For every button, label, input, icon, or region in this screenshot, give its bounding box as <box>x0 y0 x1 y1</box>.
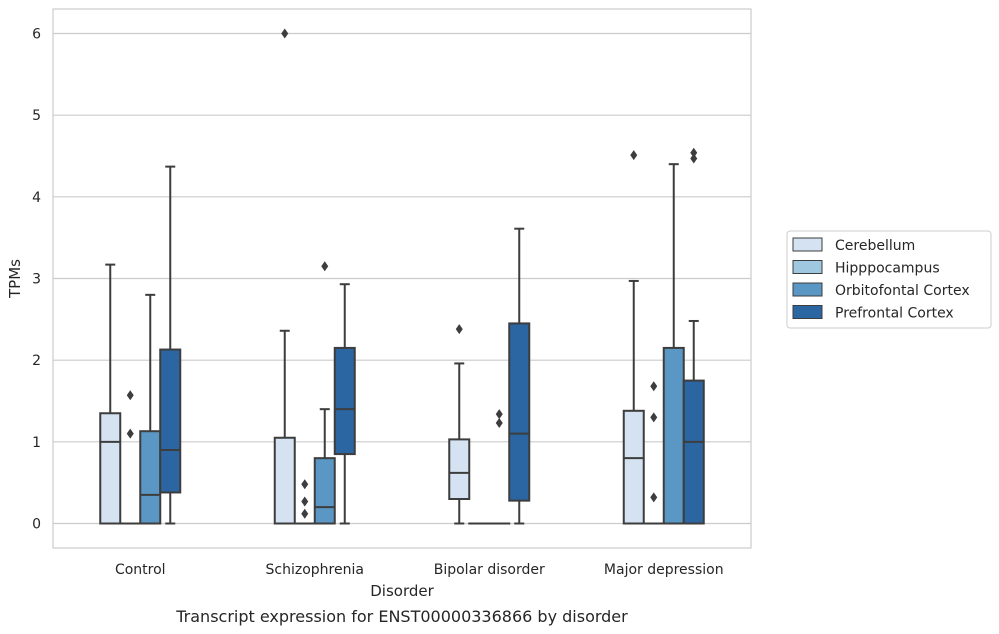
box-orbitofontal-cortex <box>139 293 162 525</box>
box-prefrontal-cortex <box>333 283 356 525</box>
legend-swatch <box>792 260 823 274</box>
outlier-point <box>455 324 463 335</box>
box-body <box>159 348 182 494</box>
box-prefrontal-cortex <box>508 227 531 525</box>
outlier-point <box>281 28 289 39</box>
y-tick-label: 1 <box>32 435 41 451</box>
box-prefrontal-cortex <box>682 147 705 525</box>
y-tick-label: 2 <box>32 353 41 369</box>
box-body <box>273 436 296 525</box>
y-tick-label: 5 <box>32 108 41 124</box>
box-body <box>662 346 685 525</box>
boxes <box>99 28 705 525</box>
legend-label: Cerebellum <box>835 238 915 254</box>
x-tick-label: Control <box>115 562 166 578</box>
box-body <box>139 430 162 525</box>
box-orbitofontal-cortex <box>313 261 336 525</box>
box-body <box>99 412 122 525</box>
chart-caption: Transcript expression for ENST0000033686… <box>175 607 628 626</box>
box-orbitofontal-cortex <box>488 409 511 525</box>
x-tick-labels: Control Schizophrenia Bipolar disorder Majo… <box>115 562 724 578</box>
x-axis-label: Disorder <box>370 582 434 600</box>
outlier-point <box>690 147 698 158</box>
outlier-point <box>650 381 658 392</box>
legend-label: Orbitofontal Cortex <box>835 283 970 299</box>
x-tick-label: Bipolar disorder <box>434 562 545 578</box>
box-body <box>622 409 645 525</box>
legend-item: Cerebellum <box>792 237 915 254</box>
outlier-point <box>321 261 329 272</box>
box-cerebellum <box>99 263 122 525</box>
box-hipppocampus <box>293 479 316 525</box>
box-orbitofontal-cortex <box>662 163 685 525</box>
y-tick-label: 6 <box>32 27 41 43</box>
box-cerebellum <box>448 324 471 525</box>
x-tick-label: Major depression <box>604 562 724 578</box>
box-body <box>682 379 705 525</box>
legend-item: Hipppocampus <box>792 260 940 277</box>
outlier-point <box>301 479 309 490</box>
outlier-point <box>126 428 134 439</box>
outlier-point <box>495 409 503 420</box>
legend-item: Prefrontal Cortex <box>792 305 954 322</box>
box-body <box>448 438 471 500</box>
box-body <box>333 346 356 456</box>
y-tick-label: 4 <box>32 190 41 206</box>
legend-frame <box>786 230 992 329</box>
outlier-point <box>650 412 658 423</box>
legend-label: Hipppocampus <box>835 261 940 277</box>
legend: Cerebellum Hipppocampus Orbitofontal Corte… <box>786 230 992 329</box>
outlier-point <box>650 492 658 503</box>
legend-swatch <box>792 237 823 252</box>
box-cerebellum <box>273 28 296 525</box>
legend-label: Prefrontal Cortex <box>835 306 954 322</box>
outlier-point <box>630 150 638 161</box>
outlier-point <box>301 496 309 507</box>
legend-swatch <box>792 282 823 297</box>
plot-frame <box>52 8 752 549</box>
legend-swatch <box>792 305 823 319</box>
outlier-point <box>126 390 134 401</box>
y-tick-label: 0 <box>32 517 41 533</box>
box-hipppocampus <box>642 381 665 525</box>
box-hipppocampus <box>119 390 142 525</box>
box-body <box>313 457 336 525</box>
box-prefrontal-cortex <box>159 165 182 525</box>
outlier-point <box>690 153 698 164</box>
outlier-point <box>301 508 309 519</box>
y-axis-label: TPMs <box>6 259 24 299</box>
box-body <box>508 322 531 502</box>
y-tick-label: 3 <box>32 272 41 288</box>
outlier-point <box>495 418 503 429</box>
box-cerebellum <box>622 150 645 525</box>
legend-item: Orbitofontal Cortex <box>792 282 970 299</box>
y-tick-labels: 0 1 2 3 4 5 6 <box>32 27 41 533</box>
x-tick-label: Schizophrenia <box>266 562 364 578</box>
